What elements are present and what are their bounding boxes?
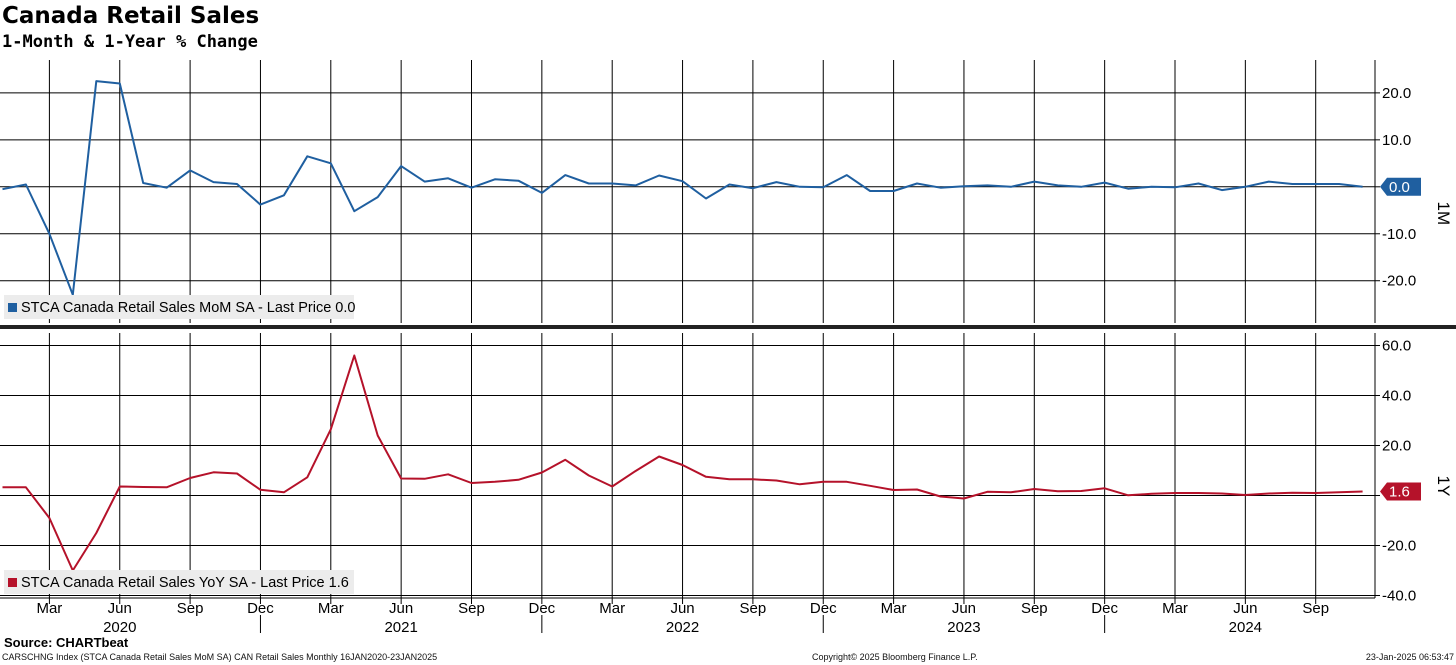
x-tick-label: Sep xyxy=(177,600,204,617)
x-year-label: 2023 xyxy=(947,619,980,636)
chart-canvas: 20.0 10.0 -10.0 -20.0 0.0 1M STCA Canada Retai… xyxy=(0,60,1456,636)
yoy-axis-label: 1Y xyxy=(1434,476,1453,497)
yoy-last-value-label: 1.6 xyxy=(1389,484,1410,501)
mom-last-value-badge xyxy=(1380,177,1421,196)
yoy-series-line xyxy=(2,354,1363,572)
chart-subtitle: 1-Month & 1-Year % Change xyxy=(2,32,258,52)
legend-text: STCA Canada Retail Sales MoM SA - Last P… xyxy=(21,300,355,316)
x-tick-label: Sep xyxy=(1302,600,1329,617)
x-tick-label: Dec xyxy=(1091,600,1118,617)
y-tick-label: -20.0 xyxy=(1382,538,1416,555)
y-tick-label: 20.0 xyxy=(1382,85,1411,102)
legend-background xyxy=(4,295,354,319)
x-tick-label: Sep xyxy=(1021,600,1048,617)
ticker-note: CARSCHNG Index (STCA Canada Retail Sales… xyxy=(2,652,438,662)
y-tick-label: -40.0 xyxy=(1382,588,1416,605)
y-tick-label: 10.0 xyxy=(1382,132,1411,149)
copyright-note: Copyright© 2025 Bloomberg Finance L.P. xyxy=(812,652,978,662)
x-year-label: 2022 xyxy=(666,619,699,636)
mom-last-value-label: 0.0 xyxy=(1389,179,1410,196)
x-tick-label: Jun xyxy=(389,600,413,617)
mom-axis-label: 1M xyxy=(1434,202,1453,226)
mom-panel: 20.0 10.0 -10.0 -20.0 0.0 1M STCA Canada Retai… xyxy=(0,60,1453,323)
yoy-legend: STCA Canada Retail Sales YoY SA - Last P… xyxy=(4,570,354,594)
timestamp-note: 23-Jan-2025 06:53:47 xyxy=(1365,652,1454,662)
x-tick-label: Dec xyxy=(810,600,837,617)
y-tick-label: 40.0 xyxy=(1382,388,1411,405)
legend-background xyxy=(4,570,354,594)
x-axis: Mar Jun Sep Dec Mar Jun Sep Dec Mar Jun Sep Dec Mar J… xyxy=(0,597,1375,636)
x-tick-label: Mar xyxy=(1162,600,1188,617)
mom-series-line xyxy=(2,80,1363,296)
x-year-label: 2024 xyxy=(1229,619,1262,636)
yoy-last-value-badge xyxy=(1380,482,1421,501)
x-tick-label: Mar xyxy=(36,600,62,617)
panel-divider xyxy=(0,325,1456,329)
legend-swatch xyxy=(8,303,17,312)
legend-text: STCA Canada Retail Sales YoY SA - Last P… xyxy=(21,575,349,591)
x-year-label: 2021 xyxy=(384,619,417,636)
source-note: Source: CHARTbeat xyxy=(4,635,129,650)
x-tick-label: Mar xyxy=(881,600,907,617)
x-tick-label: Dec xyxy=(247,600,274,617)
chart-title: Canada Retail Sales xyxy=(2,3,260,29)
x-year-label: 2020 xyxy=(103,619,136,636)
mom-legend: STCA Canada Retail Sales MoM SA - Last P… xyxy=(4,295,355,319)
x-tick-label: Mar xyxy=(318,600,344,617)
x-tick-label: Jun xyxy=(670,600,694,617)
y-tick-label: 60.0 xyxy=(1382,338,1411,355)
x-tick-label: Jun xyxy=(1233,600,1257,617)
x-tick-label: Sep xyxy=(740,600,767,617)
y-tick-label: -10.0 xyxy=(1382,226,1416,243)
x-tick-label: Jun xyxy=(108,600,132,617)
y-tick-label: -20.0 xyxy=(1382,273,1416,290)
y-tick-label: 20.0 xyxy=(1382,438,1411,455)
x-tick-label: Mar xyxy=(599,600,625,617)
x-tick-label: Dec xyxy=(529,600,556,617)
x-tick-label: Sep xyxy=(458,600,485,617)
legend-swatch xyxy=(8,578,17,587)
yoy-panel: 60.0 40.0 20.0 -20.0 -40.0 1.6 1Y STCA Canada R… xyxy=(0,333,1453,605)
x-tick-label: Jun xyxy=(952,600,976,617)
